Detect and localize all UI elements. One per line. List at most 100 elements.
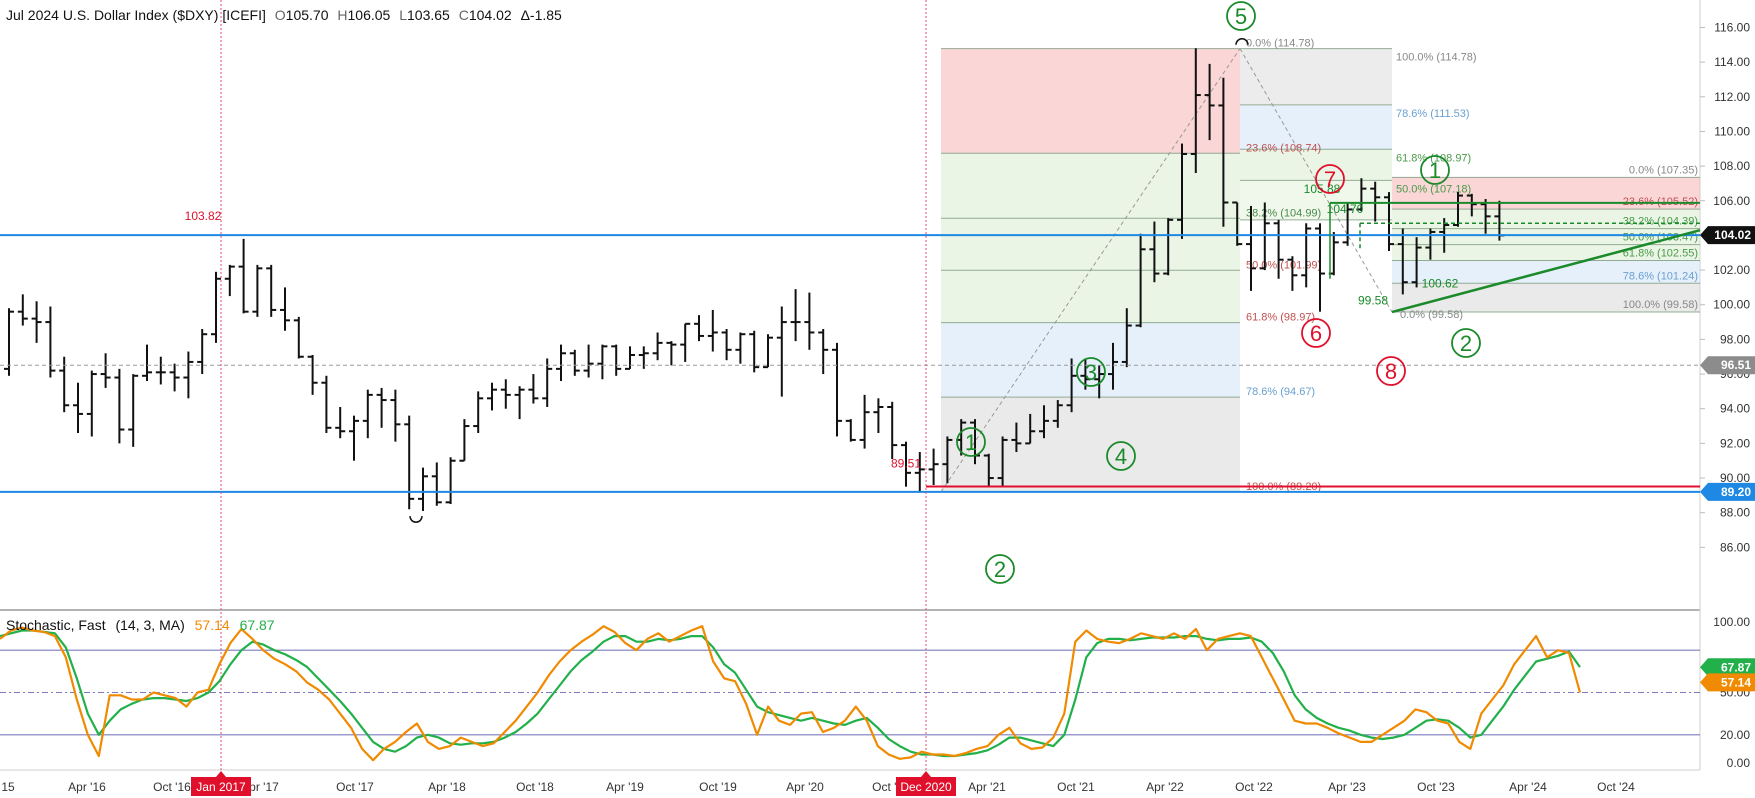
- time-marker-dec-2020: Dec 2020: [896, 771, 956, 796]
- price-tick-label: 108.00: [1713, 159, 1750, 173]
- ohlc-bar: [1039, 405, 1049, 439]
- ohlc-bar: [832, 342, 842, 437]
- stoch-tick-label: 20.00: [1720, 728, 1750, 742]
- support-price-tag-text: 89.20: [1721, 485, 1751, 499]
- stoch-k-tag: 57.14: [1700, 673, 1755, 692]
- swing-low-marker: [409, 516, 423, 523]
- fib-large-zone: [941, 270, 1240, 323]
- wave-green-1b-circle: [1420, 155, 1450, 185]
- ohlc-bar: [514, 386, 525, 420]
- ohlc-bar: [1108, 342, 1118, 390]
- time-marker-dec-2020-notch: [921, 771, 931, 777]
- ohlc-bar: [901, 441, 911, 487]
- ohlc-bar: [638, 346, 649, 369]
- label-99-58: 99.58: [1358, 294, 1388, 308]
- price-tick-label: 114.00: [1714, 55, 1750, 69]
- ohlc-bar: [721, 329, 732, 361]
- high-label: H: [337, 7, 347, 23]
- label-100-62: 100.62: [1422, 276, 1459, 290]
- ohlc-bar: [1218, 77, 1229, 227]
- ohlc-bar: [983, 453, 994, 487]
- wave-green-5-circle: [1226, 1, 1256, 31]
- ohlc-bar: [238, 238, 249, 314]
- time-tick-label: Apr '21: [968, 780, 1006, 794]
- price-tick-label: 94.00: [1720, 402, 1750, 416]
- ohlc-bar: [1011, 422, 1022, 453]
- annotations: 103.8289.51105.88104.7099.58100.62123451…: [185, 1, 1481, 584]
- fib-large-label: 78.6% (94.67): [1246, 386, 1315, 398]
- stoch-d-value: 67.87: [240, 617, 275, 633]
- fib-large-zone: [941, 218, 1240, 271]
- ohlc-bar: [1480, 199, 1491, 234]
- time-tick-label: Apr '22: [1146, 780, 1184, 794]
- ohlc-bar: [583, 344, 594, 378]
- fib-right-zone: [1240, 48, 1392, 105]
- stoch-tick-label: 0.00: [1727, 756, 1751, 770]
- stoch-k-tag-text: 57.14: [1721, 675, 1751, 689]
- ohlc-bar: [1149, 221, 1160, 283]
- ohlc-bar: [1453, 192, 1463, 227]
- change-value: Δ-1.85: [521, 7, 562, 23]
- ohlc-bar: [169, 363, 180, 392]
- fib-small-label: 100.0% (99.58): [1623, 299, 1698, 311]
- wave-green-1b-number: 1: [1429, 158, 1441, 183]
- ohlc-bar: [749, 330, 760, 373]
- open-value: 105.70: [286, 7, 329, 23]
- ohlc-bar: [845, 419, 856, 442]
- stoch-d-line: [0, 629, 1581, 758]
- wave-green-2b: 2: [1451, 328, 1481, 358]
- stoch-tick-label: 100.00: [1713, 615, 1750, 629]
- ohlc-bar: [73, 382, 83, 433]
- ohlc-bar: [293, 316, 304, 359]
- ohlc-bar: [707, 309, 718, 352]
- time-tick-label: Apr '18: [428, 780, 466, 794]
- ref-price-tag-text: 96.51: [1721, 358, 1751, 372]
- ohlc-bar: [376, 387, 387, 428]
- wave-green-4: 4: [1106, 441, 1136, 471]
- fib-large-label: 0.0% (114.78): [1246, 38, 1314, 50]
- price-tick-label: 90.00: [1720, 471, 1750, 485]
- price-tick-label: 88.00: [1720, 506, 1750, 520]
- fib-large-label: 23.6% (108.74): [1246, 142, 1321, 154]
- ohlc-bar: [597, 344, 608, 380]
- ohlc-bar: [1370, 181, 1381, 222]
- ohlc-bar: [335, 406, 346, 439]
- fib-large-zone: [941, 397, 1240, 492]
- ohlc-bar: [763, 334, 773, 369]
- ohlc-bar: [1287, 256, 1298, 291]
- wave-green-1: 1: [956, 427, 986, 457]
- stoch-k-value: 57.14: [195, 617, 230, 633]
- low-value: 103.65: [407, 7, 450, 23]
- stoch-d-tag-text: 67.87: [1721, 660, 1751, 674]
- time-tick-label: Apr '19: [606, 780, 644, 794]
- ohlc-bar: [1163, 218, 1174, 276]
- axes: 116.00114.00112.00110.00108.00106.00104.…: [1, 20, 1755, 796]
- fib-right-label: 78.6% (111.53): [1396, 108, 1470, 120]
- ohlc-bar: [1025, 413, 1036, 445]
- time-marker-dec-2020-text: Dec 2020: [900, 780, 952, 794]
- wave-red-8-circle: [1376, 356, 1406, 386]
- ohlc-bar: [556, 344, 566, 381]
- ohlc-bar: [1121, 308, 1132, 368]
- ohlc-bar: [404, 415, 415, 510]
- fib-diagonal: [940, 48, 1241, 493]
- ohlc-bar: [997, 436, 1008, 487]
- time-tick-label: Oct '22: [1235, 780, 1273, 794]
- ohlc-bar: [473, 391, 484, 433]
- time-tick-label: Oct '21: [1057, 780, 1095, 794]
- ohlc-bar: [280, 287, 290, 331]
- fib-small-label: 78.6% (101.24): [1623, 270, 1698, 282]
- ohlc-bar: [307, 355, 318, 395]
- ohlc-bar: [790, 289, 801, 342]
- wave-green-2b-number: 2: [1460, 331, 1472, 356]
- ohlc-bar: [666, 341, 677, 366]
- fib-right-label: 50.0% (107.18): [1396, 183, 1471, 195]
- wave-red-7: 7: [1315, 164, 1345, 194]
- time-marker-jan-2017-text: Jan 2017: [196, 780, 246, 794]
- ohlc-bar: [142, 344, 152, 381]
- ohlc-bar: [183, 351, 194, 399]
- fib-small-zone: [1392, 228, 1700, 245]
- price-tick-label: 98.00: [1720, 332, 1750, 346]
- stoch-k-tag-shape: [1700, 673, 1755, 692]
